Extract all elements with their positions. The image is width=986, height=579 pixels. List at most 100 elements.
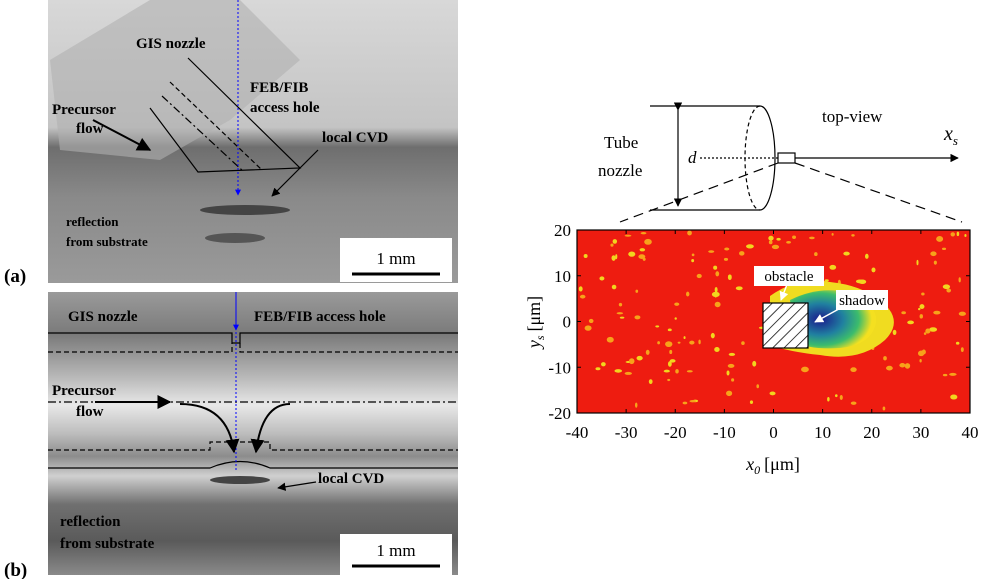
speck <box>851 234 854 236</box>
speck <box>843 252 849 256</box>
speck <box>746 244 754 248</box>
x-tick-label: -20 <box>664 423 687 442</box>
speck <box>580 295 586 299</box>
x-tick-label: -40 <box>566 423 589 442</box>
speck <box>865 254 869 259</box>
label: GIS nozzle <box>68 309 138 325</box>
speck <box>883 407 886 411</box>
label: reflection <box>66 214 119 229</box>
photo <box>48 292 458 575</box>
speck <box>635 290 638 293</box>
speck <box>964 234 966 237</box>
scale-label: 1 mm <box>376 249 415 268</box>
label: Precursor <box>52 102 116 118</box>
speck <box>933 311 940 315</box>
speck <box>921 292 924 295</box>
speck <box>669 350 672 354</box>
speck <box>741 341 745 345</box>
x-tick-label: 10 <box>814 423 831 442</box>
speck <box>715 302 721 307</box>
axis-label: xs <box>943 123 958 148</box>
speck <box>949 373 957 376</box>
axis-sub: s <box>533 335 547 340</box>
axis-unit: [μm] <box>524 296 544 332</box>
reflection-spot <box>205 233 265 243</box>
speck <box>668 329 672 332</box>
speck <box>612 285 617 290</box>
speck <box>595 367 600 370</box>
speck <box>936 236 943 242</box>
speck <box>708 250 714 253</box>
speck <box>724 248 729 251</box>
panel-label: (b) <box>4 560 27 579</box>
cvd-spot <box>200 205 290 215</box>
speck <box>776 238 780 241</box>
speck <box>655 325 659 327</box>
figure: GIS nozzle Precursor flow FEB/FIB access… <box>0 0 986 579</box>
speck <box>919 304 924 309</box>
speck <box>851 402 857 405</box>
speck <box>943 284 950 289</box>
speck <box>589 319 594 323</box>
label: local CVD <box>318 471 384 487</box>
x-tick-label: 40 <box>962 423 979 442</box>
y-tick-label: 20 <box>554 221 571 240</box>
speck <box>615 254 617 259</box>
speck <box>687 231 692 236</box>
axis-unit: [μm] <box>764 454 800 474</box>
speck <box>801 367 809 373</box>
label: access hole <box>250 100 320 116</box>
speck <box>637 356 643 361</box>
speck <box>961 347 964 352</box>
y-tick-label: 10 <box>554 267 571 286</box>
speck <box>950 395 957 400</box>
nozzle-diagram <box>620 106 962 222</box>
speck <box>829 265 836 270</box>
panel-label: (a) <box>4 266 26 287</box>
speck <box>956 342 959 345</box>
speck <box>613 239 617 244</box>
speck <box>792 236 796 239</box>
speck <box>856 279 864 283</box>
speck <box>736 286 743 290</box>
speck <box>617 312 624 314</box>
x-tick-label: 20 <box>863 423 880 442</box>
speck <box>886 366 893 371</box>
label: flow <box>76 404 104 420</box>
speck <box>697 274 702 278</box>
axis-name: y <box>524 340 544 350</box>
speck <box>611 255 615 261</box>
speck <box>772 245 779 249</box>
label: d <box>688 148 697 167</box>
speck <box>951 232 956 236</box>
speck <box>625 372 632 375</box>
speck <box>689 400 696 402</box>
speck <box>925 329 930 334</box>
scale-label: 1 mm <box>376 541 415 560</box>
y-tick-label: -10 <box>548 358 571 377</box>
axis-sub: 0 <box>754 463 760 477</box>
speck <box>584 254 588 258</box>
speck <box>687 370 693 372</box>
label: obstacle <box>764 269 813 285</box>
speck <box>579 286 583 291</box>
speck <box>675 369 679 373</box>
speck <box>919 359 921 362</box>
speck <box>692 254 695 257</box>
speck <box>916 260 918 265</box>
speck <box>644 239 652 245</box>
speck <box>667 379 670 381</box>
panel-a: GIS nozzle Precursor flow FEB/FIB access… <box>4 0 458 287</box>
speck <box>832 233 834 236</box>
speck <box>678 342 681 344</box>
speck <box>883 356 887 360</box>
speck <box>610 243 613 246</box>
speck <box>599 276 604 280</box>
speck <box>607 337 614 343</box>
speck <box>629 358 635 364</box>
heatmap: obstacle shadow x0[μm] ys[μm] -40-30-20-… <box>524 221 979 477</box>
speck <box>930 251 936 256</box>
obstacle <box>763 303 808 348</box>
speck <box>728 364 735 368</box>
speck <box>942 248 946 250</box>
